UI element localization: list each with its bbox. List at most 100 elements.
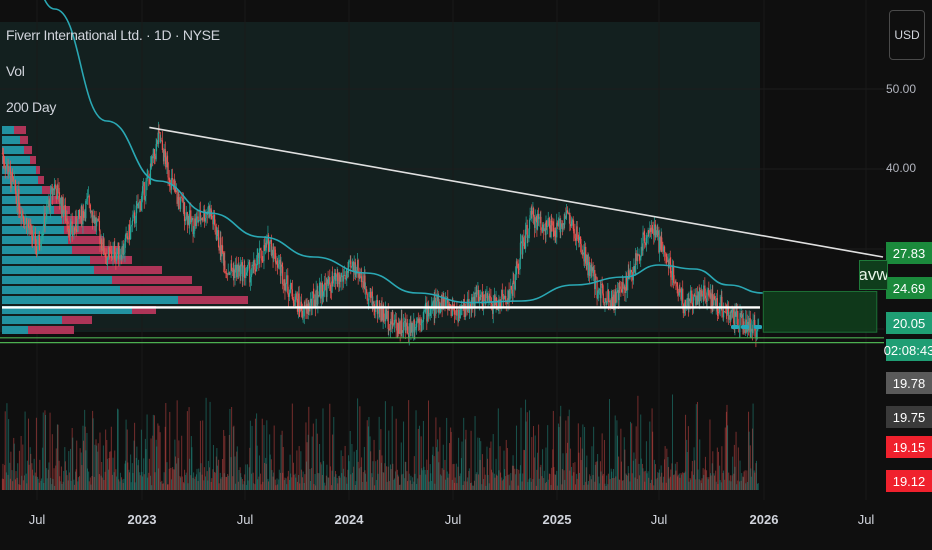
time-label-jul-2023: Jul	[236, 512, 254, 527]
candle-body-39	[33, 232, 35, 234]
volume-bar-607	[501, 477, 503, 490]
volume-bar-115	[96, 445, 98, 490]
volume-bar-76	[64, 447, 66, 490]
volume-bar-280	[232, 476, 234, 490]
volume-bar-353	[291, 403, 293, 490]
volume-bar-813	[670, 469, 672, 490]
volume-bar-748	[616, 435, 618, 490]
volume-bar-370	[306, 461, 308, 490]
zone-box	[762, 290, 878, 333]
volume-bar-409	[338, 475, 340, 490]
volume-legend[interactable]: Vol	[6, 63, 25, 79]
volume-bar-176	[146, 414, 148, 490]
candle-body-111	[92, 215, 94, 222]
volume-bar-436	[360, 466, 362, 490]
candle-body-417	[344, 274, 346, 280]
candle-body-106	[88, 195, 90, 205]
candle-body-395	[326, 279, 328, 297]
candle-body-162	[134, 223, 136, 224]
volume-bar-564	[465, 429, 467, 490]
avw-label[interactable]: avw	[859, 260, 888, 290]
candle-body-175	[145, 181, 147, 196]
volume-bar-806	[664, 446, 666, 490]
candle-body-54	[46, 207, 48, 220]
volume-bar-134	[111, 474, 113, 490]
candle-body-242	[200, 218, 202, 221]
candle-body-232	[192, 217, 194, 235]
volume-bar-612	[505, 476, 507, 490]
candle-body-318	[263, 245, 265, 262]
volume-bar-252	[208, 467, 210, 490]
volume-bar-114	[95, 439, 97, 490]
volume-bar-725	[598, 476, 600, 490]
candle-body-506	[417, 318, 419, 323]
volume-bar-125	[104, 471, 106, 490]
volume-bar-599	[494, 477, 496, 490]
volume-bar-85	[71, 427, 73, 490]
volume-bar-611	[504, 469, 506, 490]
volume-bar-562	[463, 481, 465, 490]
volume-bar-31	[26, 460, 28, 490]
volume-bar-556	[459, 476, 461, 490]
time-label-jul-2026: Jul	[857, 512, 875, 527]
candle-body-687	[566, 210, 569, 213]
volume-bar-638	[526, 412, 528, 490]
candle-body-24	[21, 210, 23, 219]
candle-body-475	[392, 312, 394, 326]
volume-bar-757	[624, 449, 626, 490]
volume-bar-266	[220, 478, 222, 490]
candle-body-355	[293, 303, 295, 306]
currency-button[interactable]: USD	[889, 10, 925, 60]
trendline[interactable]	[149, 126, 884, 258]
candle-body-125	[104, 253, 106, 257]
candle-body-228	[189, 210, 191, 226]
volume-bar-571	[471, 482, 473, 490]
vp-up-20	[2, 326, 28, 334]
volume-bar-701	[578, 452, 580, 490]
volume-bar-456	[376, 459, 378, 490]
volume-bar-315	[260, 484, 262, 490]
volume-bar-882	[727, 425, 729, 490]
candle-body-336	[278, 263, 280, 268]
volume-bar-656	[541, 476, 543, 490]
candle-body-171	[141, 186, 144, 194]
volume-bar-446	[368, 416, 370, 490]
candle-body-593	[489, 295, 491, 298]
candle-body-510	[421, 322, 423, 326]
volume-bar-583	[481, 484, 483, 490]
candle-body-748	[616, 290, 619, 293]
volume-bar-160	[133, 440, 135, 490]
volume-bar-475	[392, 463, 394, 490]
candle-body-231	[191, 217, 193, 221]
volume-bar-293	[242, 484, 244, 490]
volume-bar-617	[509, 485, 511, 490]
candle-body-708	[583, 246, 586, 262]
volume-bar-136	[113, 472, 115, 490]
symbol-title[interactable]: Fiverr International Ltd. · 1D · NYSE	[6, 27, 220, 43]
volume-bar-629	[519, 473, 521, 490]
volume-bar-346	[286, 484, 288, 490]
candle-body-290	[240, 266, 242, 277]
volume-bar-844	[695, 404, 697, 490]
volume-bar-163	[135, 457, 137, 490]
vp-up-1	[2, 136, 20, 144]
volume-bar-586	[483, 467, 485, 490]
volume-bar-14	[13, 437, 15, 490]
candle-body-326	[269, 239, 271, 242]
volume-bar-715	[589, 476, 591, 490]
volume-bar-848	[699, 439, 701, 490]
volume-bar-608	[501, 480, 503, 490]
candle-body-735	[606, 301, 608, 303]
volume-bar-894	[737, 480, 739, 490]
candle-body-523	[431, 303, 434, 306]
volume-bar-849	[700, 480, 702, 490]
candle-body-268	[221, 245, 224, 253]
volume-bar-662	[546, 481, 548, 490]
volume-bar-854	[704, 469, 706, 490]
volume-bar-529	[437, 439, 439, 490]
candles	[1, 121, 759, 348]
candle-body-3	[4, 162, 6, 166]
ma-legend[interactable]: 200 Day	[6, 99, 57, 115]
volume-bar-803	[662, 482, 664, 490]
